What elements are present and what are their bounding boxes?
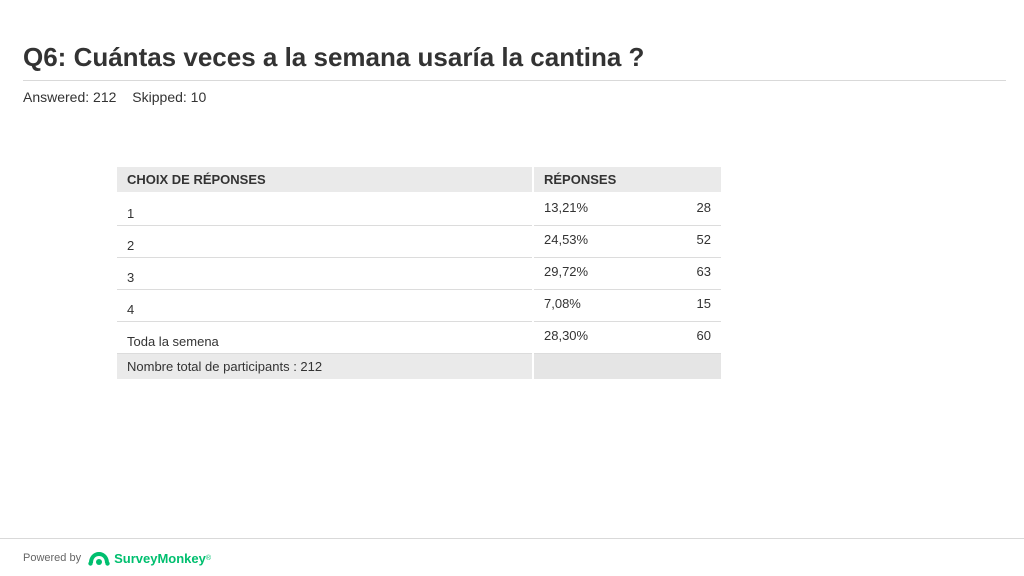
response-count: 60 — [696, 328, 711, 343]
choice-label: Toda la semena — [117, 321, 534, 354]
skipped-count: Skipped: 10 — [132, 89, 207, 105]
header-responses: RÉPONSES — [533, 167, 721, 194]
footer: Powered by SurveyMonkey ® — [23, 549, 211, 567]
response-cell: 13,21% 28 — [533, 193, 721, 226]
response-cell: 24,53% 52 — [533, 225, 721, 258]
surveymonkey-logo-icon — [88, 552, 110, 566]
title-divider — [23, 80, 1006, 81]
header-choice: CHOIX DE RÉPONSES — [117, 167, 534, 194]
registered-mark: ® — [205, 554, 212, 562]
answered-count: Answered: 212 — [23, 89, 117, 105]
footer-divider — [0, 538, 1024, 539]
results-table: CHOIX DE RÉPONSES RÉPONSES 1 13,21% 28 2… — [117, 167, 721, 379]
response-cell: 7,08% 15 — [533, 289, 721, 322]
table-row: Toda la semena 28,30% 60 — [117, 321, 721, 354]
total-participants: Nombre total de participants : 212 — [117, 353, 534, 379]
question-title: Q6: Cuántas veces a la semana usaría la … — [23, 42, 645, 72]
response-percent: 7,08% — [544, 296, 581, 311]
table-total-row: Nombre total de participants : 212 — [117, 353, 721, 379]
response-count: 28 — [696, 200, 711, 215]
response-count: 15 — [696, 296, 711, 311]
response-count: 52 — [696, 232, 711, 247]
response-percent: 28,30% — [544, 328, 589, 343]
table-row: 1 13,21% 28 — [117, 193, 721, 226]
table-row: 3 29,72% 63 — [117, 257, 721, 290]
response-percent: 13,21% — [544, 200, 589, 215]
choice-label: 2 — [117, 225, 534, 258]
choice-label: 4 — [117, 289, 534, 322]
surveymonkey-brand: SurveyMonkey — [114, 550, 206, 566]
response-count: 63 — [696, 264, 711, 279]
choice-label: 1 — [117, 193, 534, 226]
response-percent: 29,72% — [544, 264, 589, 279]
response-percent: 24,53% — [544, 232, 589, 247]
response-cell: 29,72% 63 — [533, 257, 721, 290]
response-cell: 28,30% 60 — [533, 321, 721, 354]
powered-by-label: Powered by — [23, 552, 82, 564]
response-stats: Answered: 212 Skipped: 10 — [23, 89, 206, 105]
table-row: 4 7,08% 15 — [117, 289, 721, 322]
choice-label: 3 — [117, 257, 534, 290]
total-empty-cell — [533, 353, 721, 379]
table-header-row: CHOIX DE RÉPONSES RÉPONSES — [117, 167, 721, 194]
table-row: 2 24,53% 52 — [117, 225, 721, 258]
